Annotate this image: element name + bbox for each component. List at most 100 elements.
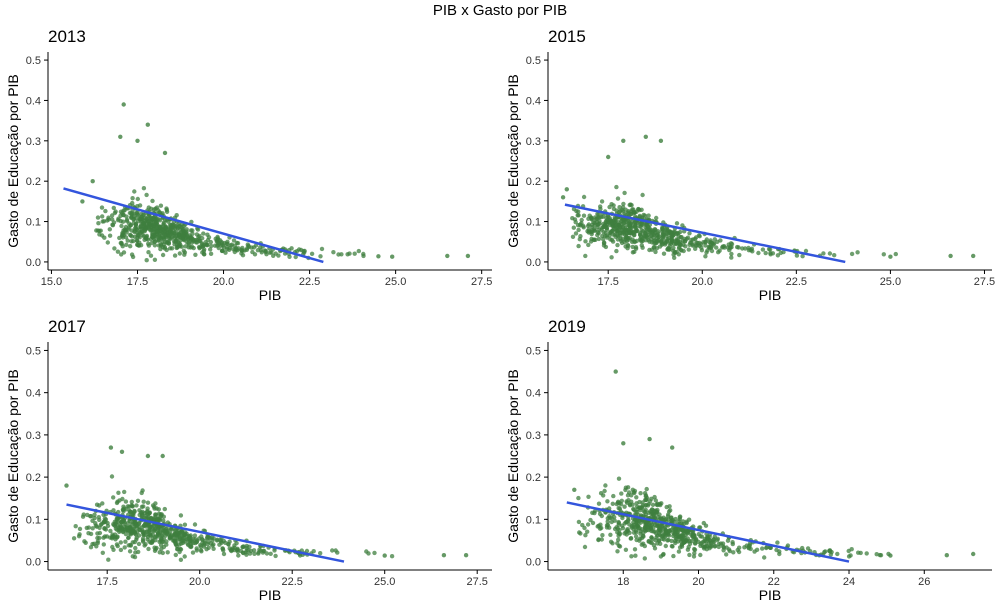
data-point (620, 526, 626, 531)
outlier-point (463, 553, 469, 558)
data-point (198, 547, 204, 553)
data-point (109, 474, 115, 479)
data-point (128, 233, 133, 238)
data-point (590, 228, 595, 233)
data-point (149, 206, 154, 211)
x-tick-label: 15.0 (41, 276, 62, 288)
data-point (631, 506, 636, 512)
y-tick-label: 0.2 (526, 176, 541, 188)
data-point (115, 543, 120, 549)
data-point (623, 227, 629, 232)
data-point (629, 554, 634, 559)
data-point (634, 537, 639, 543)
scatter-panel-2019: 2019 0.0 0.1 0.2 0.3 0.4 0.5 18 20 22 24 26 PIB Gasto… (505, 317, 992, 600)
data-point (737, 252, 742, 258)
data-point (701, 546, 707, 551)
data-point (639, 243, 644, 248)
data-point (132, 509, 137, 514)
data-point (677, 517, 683, 522)
x-tick-label: 17.5 (96, 576, 117, 588)
data-point (128, 244, 133, 249)
data-point (610, 501, 615, 506)
data-point (661, 532, 666, 537)
data-point (146, 243, 152, 248)
data-point (646, 539, 651, 544)
data-point (166, 234, 172, 239)
data-point (289, 246, 294, 251)
data-point (644, 486, 649, 492)
data-point (120, 235, 126, 240)
data-point (634, 504, 640, 509)
outlier-point (382, 553, 387, 558)
data-point (100, 214, 105, 219)
data-point (571, 225, 576, 230)
y-tick-label: 0.0 (526, 257, 541, 269)
data-point (122, 522, 127, 527)
outlier-point (376, 254, 381, 259)
data-point (185, 234, 190, 239)
data-point (640, 222, 645, 227)
x-tick-label: 20.0 (189, 576, 210, 588)
data-point (607, 216, 612, 221)
data-point (126, 521, 131, 526)
data-point (616, 537, 621, 542)
data-point (764, 545, 769, 551)
data-point (703, 254, 708, 259)
data-point (639, 505, 644, 511)
data-point (119, 525, 124, 530)
data-point (610, 228, 615, 233)
data-point (124, 242, 129, 247)
data-point (146, 546, 151, 552)
x-tick-label: 27.5 (471, 276, 492, 288)
data-point (618, 502, 624, 507)
data-point (162, 244, 167, 250)
data-point (114, 519, 119, 524)
data-point (645, 525, 651, 530)
data-point (624, 500, 630, 505)
data-point (638, 491, 643, 496)
data-point (690, 243, 695, 248)
data-point (179, 541, 184, 546)
data-point (135, 212, 140, 217)
data-point (622, 211, 627, 217)
data-point (163, 239, 168, 245)
data-point (576, 519, 582, 525)
data-point (172, 253, 178, 258)
data-point (775, 540, 780, 545)
data-point (667, 229, 673, 234)
data-point (219, 248, 225, 253)
y-axis-label: Gasto de Educação por PIB (505, 369, 521, 543)
regression-line (63, 187, 324, 264)
data-point (389, 554, 395, 559)
data-point (188, 536, 193, 541)
data-point (704, 250, 709, 255)
data-point (141, 504, 146, 509)
data-point (155, 530, 160, 535)
data-point (619, 240, 625, 246)
data-point (205, 541, 210, 547)
regression-line (564, 203, 846, 264)
data-point (697, 234, 702, 239)
data-point (604, 215, 609, 221)
data-point (191, 245, 196, 251)
data-point (144, 258, 149, 263)
data-point (612, 518, 617, 523)
y-tick-label: 0.2 (26, 472, 41, 484)
data-point (134, 537, 139, 542)
data-point (573, 231, 579, 236)
data-point (617, 210, 622, 215)
data-point (262, 548, 267, 554)
data-point (742, 545, 747, 550)
data-point (630, 487, 635, 492)
data-point (743, 246, 748, 251)
data-point (165, 550, 170, 555)
data-point (640, 229, 646, 234)
data-point (208, 251, 214, 256)
data-point (698, 552, 703, 558)
data-point (240, 253, 246, 258)
data-point (658, 523, 663, 528)
data-point (133, 532, 139, 537)
data-point (690, 534, 696, 539)
data-point (163, 225, 168, 231)
data-point (610, 541, 615, 546)
